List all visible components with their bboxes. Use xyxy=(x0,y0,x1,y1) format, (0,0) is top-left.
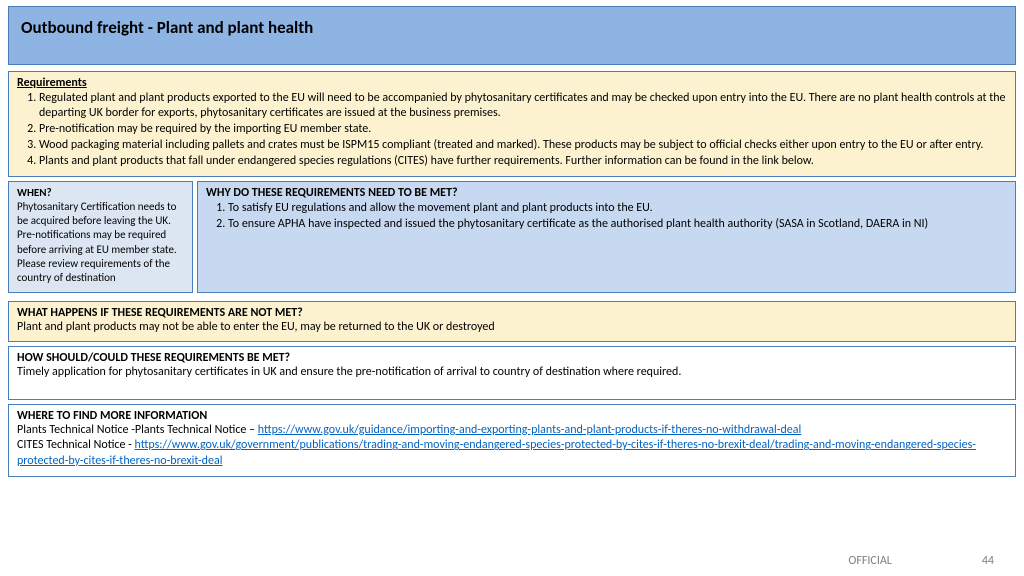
plants-notice-link[interactable]: https://www.gov.uk/guidance/importing-an… xyxy=(258,423,801,437)
notmet-body: Plant and plant products may not be able… xyxy=(17,320,1007,336)
footer: OFFICIAL 44 xyxy=(848,554,994,568)
when-heading: WHEN? xyxy=(17,186,184,200)
when-why-row: WHEN? Phytosanitary Certification needs … xyxy=(8,181,1016,297)
cites-notice-link[interactable]: https://www.gov.uk/government/publicatio… xyxy=(17,438,976,468)
why-heading: WHY DO THESE REQUIREMENTS NEED TO BE MET… xyxy=(206,186,1007,200)
more-line1: Plants Technical Notice -Plants Technica… xyxy=(17,423,1007,439)
more-box: WHERE TO FIND MORE INFORMATION Plants Te… xyxy=(8,404,1016,477)
why-item: To satisfy EU regulations and allow the … xyxy=(228,201,1007,216)
how-heading: HOW SHOULD/COULD THESE REQUIREMENTS BE M… xyxy=(17,351,1007,365)
requirements-list: Regulated plant and plant products expor… xyxy=(17,91,1007,169)
notmet-box: WHAT HAPPENS IF THESE REQUIREMENTS ARE N… xyxy=(8,301,1016,343)
more-heading: WHERE TO FIND MORE INFORMATION xyxy=(17,409,1007,423)
how-box: HOW SHOULD/COULD THESE REQUIREMENTS BE M… xyxy=(8,346,1016,400)
when-box: WHEN? Phytosanitary Certification needs … xyxy=(8,181,193,293)
requirements-item: Plants and plant products that fall unde… xyxy=(39,154,1007,169)
more-line2: CITES Technical Notice - https://www.gov… xyxy=(17,438,1007,469)
requirements-item: Regulated plant and plant products expor… xyxy=(39,91,1007,121)
requirements-item: Pre-notification may be required by the … xyxy=(39,122,1007,137)
when-body: Phytosanitary Certification needs to be … xyxy=(17,200,184,286)
how-body: Timely application for phytosanitary cer… xyxy=(17,365,1007,381)
requirements-heading: Requirements xyxy=(17,76,1007,90)
why-box: WHY DO THESE REQUIREMENTS NEED TO BE MET… xyxy=(197,181,1016,293)
page-title: Outbound freight - Plant and plant healt… xyxy=(21,17,1003,38)
title-bar: Outbound freight - Plant and plant healt… xyxy=(8,6,1016,65)
classification-label: OFFICIAL xyxy=(848,554,891,568)
requirements-item: Wood packaging material including pallet… xyxy=(39,138,1007,153)
why-item: To ensure APHA have inspected and issued… xyxy=(228,217,1007,232)
page-number: 44 xyxy=(982,554,994,568)
why-list: To satisfy EU regulations and allow the … xyxy=(206,201,1007,232)
more-line2-prefix: CITES Technical Notice - xyxy=(17,438,135,452)
requirements-box: Requirements Regulated plant and plant p… xyxy=(8,71,1016,177)
more-line1-prefix: Plants Technical Notice -Plants Technica… xyxy=(17,423,258,437)
notmet-heading: WHAT HAPPENS IF THESE REQUIREMENTS ARE N… xyxy=(17,306,1007,320)
